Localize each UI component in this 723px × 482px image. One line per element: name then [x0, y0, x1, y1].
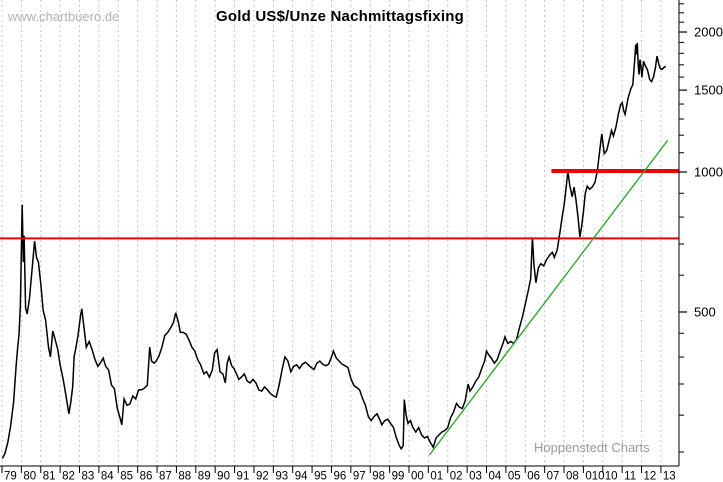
x-tick-label: 84 — [101, 471, 114, 482]
x-tick-label: 02 — [450, 471, 463, 482]
gold-price-line — [1, 42, 667, 459]
x-tick-label: 88 — [178, 471, 191, 482]
x-tick-label: 03 — [469, 471, 482, 482]
y-tick-label: 1000 — [694, 165, 723, 180]
x-tick-label: 08 — [566, 471, 579, 482]
watermark-chartbuero: www.chartbuero.de — [8, 9, 120, 24]
x-tick-label: 79 — [4, 471, 17, 482]
chart-title: Gold US$/Unze Nachmittagsfixing — [216, 8, 464, 25]
x-tick-label: 85 — [120, 471, 133, 482]
x-tick-label: 07 — [547, 471, 560, 482]
y-tick-label: 2000 — [694, 25, 723, 40]
uptrend-line — [428, 139, 669, 456]
x-tick-label: 80 — [23, 471, 36, 482]
x-tick-label: 13 — [663, 471, 676, 482]
x-tick-label: 01 — [430, 471, 443, 482]
x-tick-label: 98 — [372, 471, 385, 482]
x-tick-label: 86 — [140, 471, 153, 482]
watermark-hoppenstedt: Hoppenstedt Charts — [534, 440, 650, 455]
x-tick-label: 87 — [159, 471, 172, 482]
x-tick-label: 97 — [353, 471, 366, 482]
x-tick-label: 81 — [43, 471, 56, 482]
x-tick-label: 83 — [82, 471, 95, 482]
x-tick-label: 94 — [295, 471, 308, 482]
x-tick-label: 10 — [605, 471, 618, 482]
x-tick-label: 11 — [624, 471, 636, 482]
y-tick-label: 1500 — [694, 83, 723, 98]
x-tick-label: 06 — [527, 471, 540, 482]
x-tick-label: 99 — [392, 471, 405, 482]
x-tick-label: 93 — [275, 471, 288, 482]
y-axis-ticks: 500 1000 1500 2000 — [679, 3, 723, 453]
x-tick-label: 04 — [489, 471, 502, 482]
y-tick-label: 500 — [694, 304, 716, 319]
x-tick-label: 92 — [256, 471, 269, 482]
x-tick-label: 05 — [508, 471, 521, 482]
x-tick-label: 12 — [644, 471, 657, 482]
x-tick-label: 010 — [585, 471, 604, 482]
x-tick-label: 91 — [237, 471, 250, 482]
x-tick-label: 95 — [314, 471, 327, 482]
x-tick-label: 96 — [333, 471, 346, 482]
x-tick-label: 90 — [217, 471, 230, 482]
x-tick-label: 89 — [198, 471, 211, 482]
x-tick-label: 00 — [411, 471, 424, 482]
axes — [0, 0, 680, 467]
x-axis-ticks: 79 80 81 82 83 84 85 86 87 88 89 90 91 92 93 94 95 96 97 98… — [1, 466, 676, 482]
x-tick-label: 82 — [62, 471, 75, 482]
year-gridlines — [1, 0, 662, 466]
